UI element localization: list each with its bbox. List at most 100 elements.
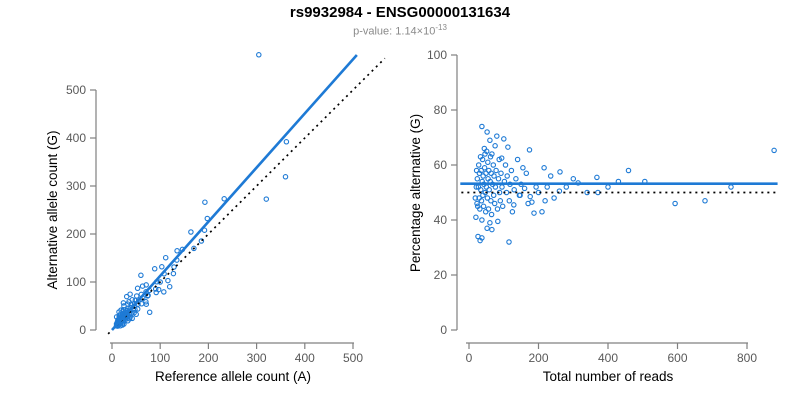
data-point: [170, 270, 177, 277]
data-point: [494, 206, 501, 212]
figure-subtitle: p-value: 1.14×10-13: [0, 23, 800, 38]
data-point: [498, 155, 505, 161]
data-point: [478, 198, 485, 204]
y-tick-label: 40: [434, 213, 448, 227]
data-point: [487, 220, 493, 226]
data-point: [478, 167, 484, 174]
data-point: [202, 199, 208, 205]
data-point: [506, 239, 512, 245]
data-point: [489, 151, 495, 157]
data-point: [488, 170, 494, 177]
data-point: [499, 203, 506, 210]
data-point: [526, 147, 533, 153]
data-point: [487, 137, 493, 144]
data-point: [174, 248, 180, 254]
x-tick-label: 500: [343, 351, 363, 365]
data-point: [492, 184, 499, 190]
data-point: [146, 309, 153, 316]
data-point: [159, 264, 165, 270]
figure-title: rs9932984 - ENSG00000131634: [289, 4, 511, 21]
data-point: [165, 277, 171, 284]
data-point: [508, 167, 515, 174]
data-point: [191, 245, 197, 252]
data-point: [157, 279, 163, 285]
data-point: [143, 301, 150, 307]
pvalue-text: p-value: 1.14×10: [353, 25, 436, 38]
data-point: [511, 187, 517, 193]
x-tick-label: 400: [295, 351, 315, 365]
data-point: [263, 196, 270, 202]
data-point: [506, 198, 513, 204]
y-tick-label: 400: [66, 131, 86, 145]
data-point: [527, 193, 533, 200]
data-point: [166, 283, 173, 290]
data-point: [483, 148, 490, 155]
data-point: [485, 159, 491, 166]
y-tick-label: 300: [66, 179, 86, 193]
identity-line: [107, 57, 386, 335]
data-point: [479, 235, 485, 241]
data-point: [484, 129, 490, 135]
data-point: [474, 176, 481, 182]
x-tick-label: 0: [466, 351, 473, 365]
data-point: [547, 173, 554, 179]
data-point: [477, 206, 483, 212]
data-point: [151, 266, 158, 272]
data-point: [521, 185, 528, 192]
x-tick-label: 200: [198, 351, 218, 365]
data-point: [531, 210, 537, 216]
data-point: [491, 200, 498, 207]
data-point: [511, 202, 517, 208]
x-tick-label: 400: [598, 351, 618, 365]
data-point: [188, 229, 194, 235]
data-point: [542, 198, 548, 204]
data-point: [513, 176, 519, 182]
data-point: [473, 214, 479, 221]
data-point: [488, 211, 495, 218]
y-tick-label: 500: [66, 83, 86, 97]
x-axis-title: Reference allele count (A): [155, 369, 311, 384]
pvalue-exponent: -13: [435, 23, 447, 32]
data-point: [486, 187, 492, 193]
y-tick-label: 60: [434, 158, 448, 172]
data-point: [474, 200, 480, 207]
data-point: [541, 165, 547, 171]
data-point: [487, 154, 494, 160]
data-point: [498, 170, 504, 177]
data-point: [563, 184, 570, 190]
data-point: [488, 198, 494, 204]
data-point: [556, 188, 563, 194]
data-point: [129, 297, 135, 303]
data-point: [501, 136, 507, 142]
data-point: [127, 291, 133, 297]
data-point: [138, 272, 144, 279]
data-point: [204, 215, 211, 222]
data-point: [282, 174, 289, 180]
data-point: [490, 192, 497, 199]
data-point: [134, 285, 141, 292]
data-point: [484, 195, 491, 201]
data-point: [505, 144, 511, 150]
data-point: [490, 162, 497, 168]
data-point: [771, 147, 777, 154]
data-point: [625, 167, 632, 174]
x-tick-label: 0: [109, 351, 116, 365]
data-point: [605, 184, 611, 190]
y-tick-label: 80: [434, 103, 448, 117]
data-point: [133, 293, 140, 299]
y-axis-title: Alternative allele count (G): [45, 130, 60, 289]
data-point: [520, 165, 526, 171]
data-point: [495, 176, 502, 182]
data-point: [162, 254, 169, 261]
x-tick-label: 800: [737, 351, 757, 365]
data-point: [198, 238, 205, 244]
data-point: [494, 133, 500, 139]
data-point: [161, 289, 167, 295]
data-point: [570, 176, 577, 182]
data-point: [533, 184, 539, 190]
data-point: [514, 156, 521, 163]
data-point: [509, 209, 516, 215]
data-point: [492, 143, 498, 149]
data-point: [551, 195, 557, 201]
